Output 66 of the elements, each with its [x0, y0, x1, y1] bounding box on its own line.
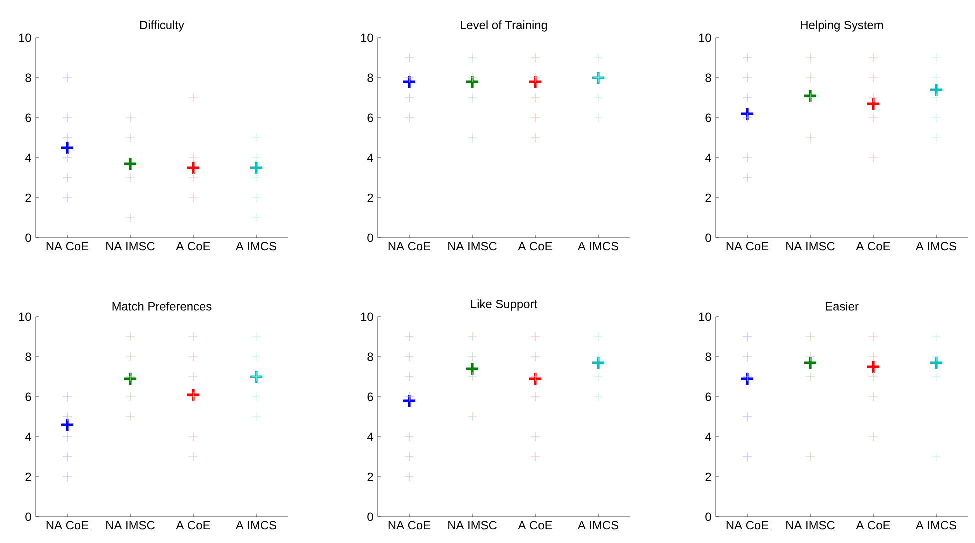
x-tick-label: A CoE [856, 521, 890, 530]
x-tick-label: NA CoE [388, 242, 431, 251]
y-tick-label: 6 [368, 114, 374, 122]
y-tick-label: 2 [706, 472, 712, 482]
y-tick-label: 10 [699, 312, 712, 322]
x-tick-label: NA CoE [46, 242, 89, 251]
chart-title: Difficulty [140, 20, 184, 32]
y-tick-label: 0 [26, 234, 32, 242]
chart-title: Match Preferences [112, 302, 212, 311]
y-tick-label: 8 [368, 352, 374, 362]
y-tick-label: 10 [361, 312, 374, 322]
y-tick-label: 10 [19, 312, 32, 322]
x-tick-label: A CoE [176, 242, 210, 251]
y-tick-label: 2 [706, 194, 712, 202]
x-tick-label: A IMCS [578, 242, 619, 251]
y-tick-label: 8 [368, 74, 374, 82]
x-tick-label: A IMCS [916, 242, 957, 251]
y-tick-label: 4 [25, 432, 32, 442]
x-tick-label: NA IMSC [106, 242, 155, 251]
y-tick-label: 2 [26, 194, 32, 202]
y-tick-label: 2 [368, 194, 374, 202]
x-tick-label: A CoE [856, 242, 890, 251]
y-tick-label: 2 [26, 472, 32, 482]
chart-title: Like Support [471, 300, 538, 311]
x-tick-label: NA CoE [726, 242, 769, 251]
y-tick-label: 8 [706, 74, 712, 82]
y-tick-label: 8 [706, 352, 712, 362]
y-tick-label: 0 [368, 234, 374, 242]
y-tick-label: 6 [26, 114, 32, 122]
x-tick-label: A IMCS [236, 521, 277, 530]
y-tick-label: 6 [26, 392, 32, 402]
y-tick-label: 10 [699, 34, 712, 42]
y-tick-label: 6 [706, 114, 712, 122]
chart-title: Easier [826, 302, 859, 311]
y-tick-label: 8 [26, 352, 32, 362]
x-tick-label: NA IMSC [786, 521, 835, 530]
x-tick-label: NA IMSC [106, 521, 155, 530]
y-tick-label: 4 [705, 432, 712, 442]
chart-title: Helping System [801, 20, 884, 32]
x-tick-label: A IMCS [578, 521, 619, 530]
y-tick-label: 6 [368, 392, 374, 402]
chart-title: Level of Training [461, 20, 548, 32]
y-tick-label: 10 [361, 34, 374, 42]
y-tick-label: 8 [26, 74, 32, 82]
x-tick-label: NA CoE [46, 521, 89, 530]
y-tick-label: 0 [706, 234, 712, 242]
y-tick-label: 0 [26, 512, 32, 522]
x-tick-label: NA IMSC [786, 242, 835, 251]
x-tick-label: A CoE [518, 521, 552, 530]
x-tick-label: NA CoE [388, 521, 431, 530]
y-tick-label: 4 [367, 432, 374, 442]
y-tick-label: 4 [25, 154, 32, 162]
x-tick-label: NA IMSC [448, 521, 497, 530]
y-tick-label: 0 [368, 512, 374, 522]
x-tick-label: NA IMSC [448, 242, 497, 251]
y-tick-label: 0 [706, 512, 712, 522]
x-tick-label: A CoE [518, 242, 552, 251]
y-tick-label: 10 [19, 34, 32, 42]
x-tick-label: A IMCS [236, 242, 277, 251]
y-tick-label: 4 [367, 154, 374, 162]
y-tick-label: 6 [706, 392, 712, 402]
y-tick-label: 4 [705, 154, 712, 162]
x-tick-label: A IMCS [916, 521, 957, 530]
y-tick-label: 2 [368, 472, 374, 482]
x-tick-label: A CoE [176, 521, 210, 530]
x-tick-label: NA CoE [726, 521, 769, 530]
